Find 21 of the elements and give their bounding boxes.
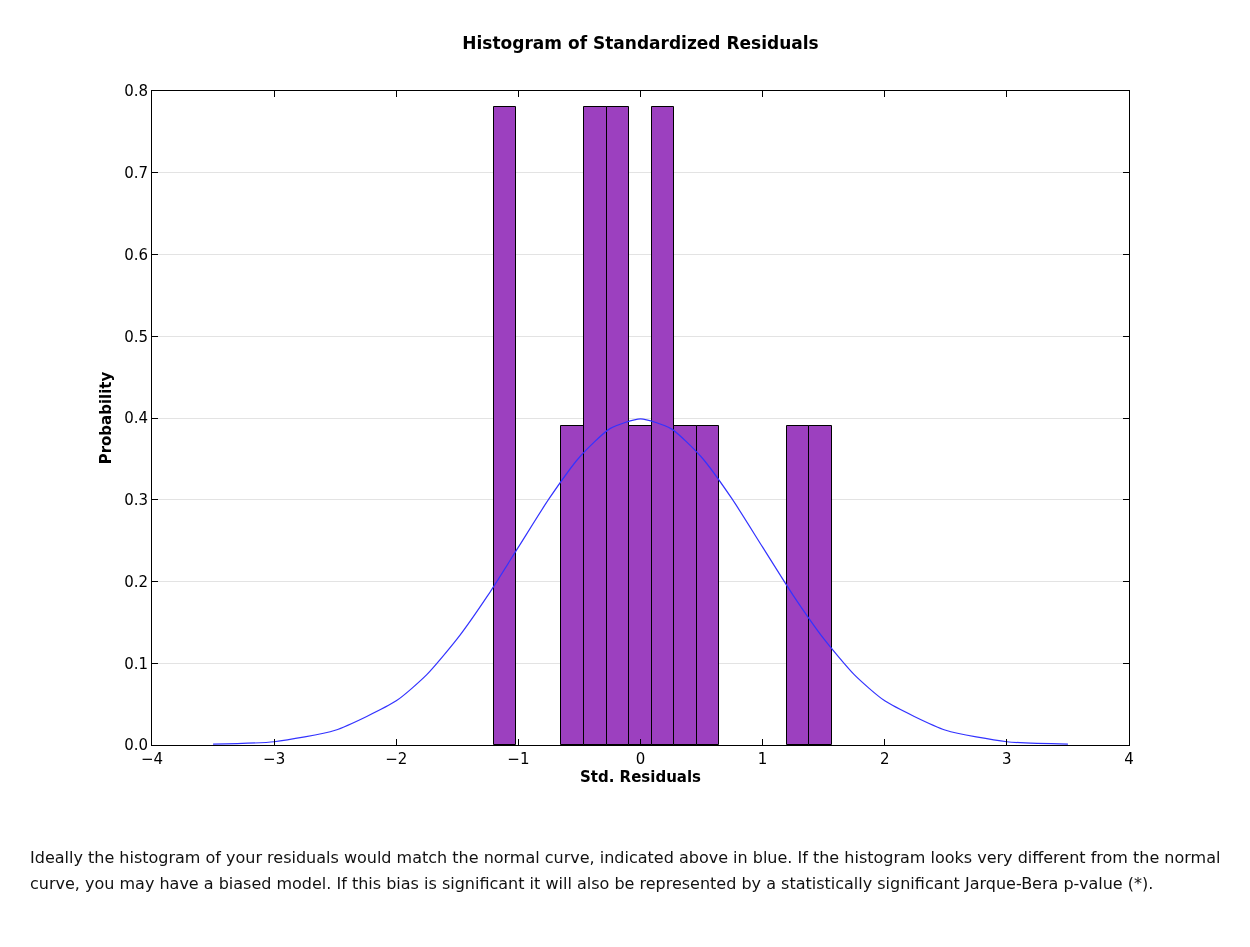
text: Ideally the histogram of your residuals would match the normal curve, indicated above in blue. If the histogram looks very different from the normal curve, you may have a biased model. If this bias is significant it will also be represented by a statistically significant Jarque-Bera p-value (*). — [30, 847, 1222, 896]
chart-title: Histogram of Standardized Residuals — [462, 32, 819, 53]
y-tick-label: 0.3 — [124, 491, 148, 509]
y-tick-label: 0.4 — [124, 409, 148, 428]
y-axis-title: Probability — [97, 371, 116, 465]
x-axis-title: Std. Residuals — [579, 768, 702, 786]
x-tick-label: 1 — [757, 750, 768, 768]
y-tick-label: 0.1 — [124, 654, 148, 673]
x-tick-label: 0 — [635, 750, 646, 768]
x-tick-label: 2 — [879, 750, 890, 768]
y-tick-label: 0.7 — [124, 164, 148, 182]
y-tick-label: 0.8 — [124, 82, 148, 101]
y-tick-label: 0.5 — [124, 327, 148, 346]
x-tick-label: 3 — [1002, 750, 1012, 768]
x-tick-label: −1 — [507, 750, 530, 768]
x-tick-label: −2 — [385, 750, 408, 768]
line-series — [212, 418, 1069, 745]
y-tick-label: 0.6 — [124, 245, 148, 264]
x-tick-label: −3 — [263, 750, 286, 768]
y-tick-label: 0.2 — [124, 572, 148, 591]
x-tick-label: 4 — [1124, 750, 1134, 768]
